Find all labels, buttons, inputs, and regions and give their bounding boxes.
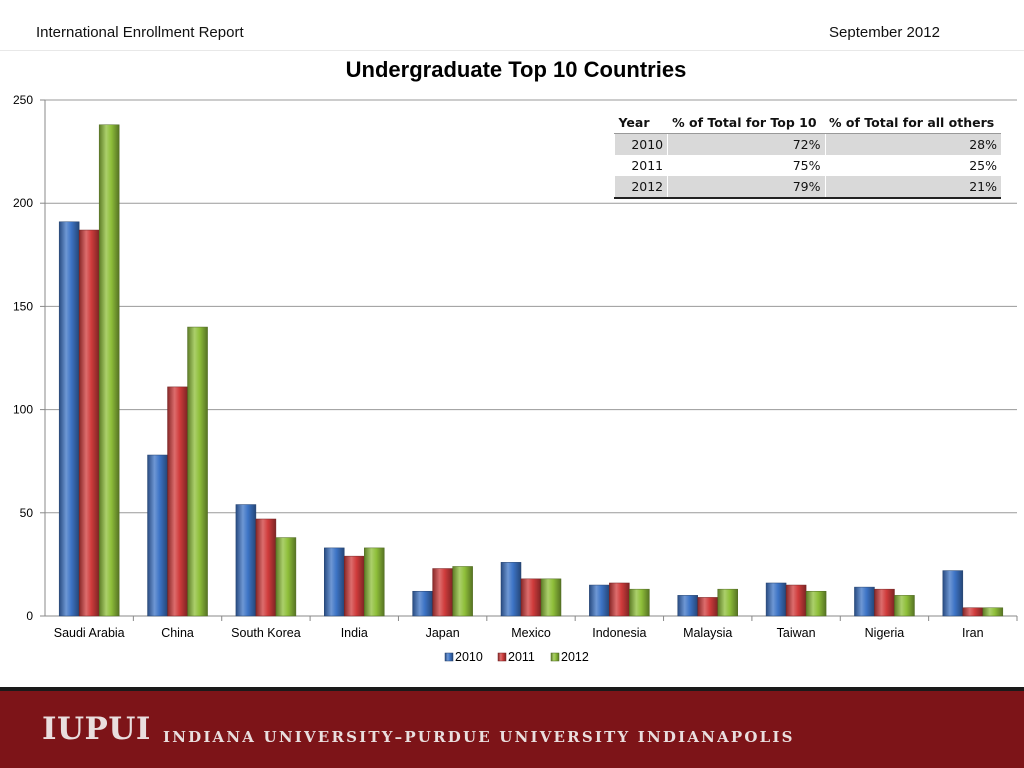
table-header-others: % of Total for all others — [825, 111, 1001, 134]
table-cell: 2012 — [613, 176, 668, 199]
legend-label-2012: 2012 — [561, 650, 589, 664]
table-cell: 28% — [824, 133, 1001, 155]
bar-2012 — [717, 588, 738, 617]
table-row: 2012 79% 21% — [613, 176, 1001, 199]
x-tick-label: Japan — [426, 626, 460, 640]
table-header-top10: % of Total for Top 10 — [667, 111, 826, 134]
y-tick-label: 0 — [26, 609, 33, 623]
bar-2012 — [805, 590, 827, 617]
bar-2011 — [78, 229, 100, 617]
bar-2012 — [452, 566, 473, 617]
bar-2012 — [982, 607, 1004, 617]
legend-label-2011: 2011 — [508, 650, 535, 664]
legend-swatch-2011 — [497, 652, 507, 662]
x-tick-label: Saudi Arabia — [54, 626, 125, 640]
table-cell: 75% — [667, 155, 826, 176]
x-tick-label: Iran — [962, 626, 984, 640]
x-tick-label: Nigeria — [865, 626, 905, 640]
footer-divider — [0, 687, 1024, 691]
bar-2012 — [894, 595, 915, 617]
x-tick-label: India — [341, 626, 368, 640]
bar-2012 — [187, 326, 208, 617]
table-cell: 2010 — [613, 133, 668, 155]
table-cell: 2011 — [613, 155, 668, 176]
report-title: International Enrollment Report — [36, 24, 244, 41]
table-cell: 72% — [667, 133, 826, 155]
bar-2010 — [677, 595, 698, 617]
x-tick-label: China — [161, 626, 194, 640]
bar-2010 — [765, 582, 787, 617]
report-date: September 2012 — [829, 24, 940, 41]
bar-chart: Undergraduate Top 10 Countries 0 50 100 150 2… — [13, 57, 1018, 664]
footer-banner: IUPUI INDIANA UNIVERSITY–PURDUE UNIVERSI… — [0, 691, 1024, 768]
iupui-logo: IUPUI — [42, 711, 151, 747]
bar-2011 — [609, 582, 630, 617]
bar-2012 — [629, 588, 650, 617]
bar-2011 — [697, 597, 718, 617]
chart-title: Undergraduate Top 10 Countries — [346, 57, 687, 82]
y-tick-label: 250 — [13, 93, 33, 107]
bar-2011 — [785, 584, 807, 617]
bar-2011 — [432, 568, 453, 617]
bar-2011 — [874, 588, 895, 617]
x-tick-label: Mexico — [511, 626, 551, 640]
bar-2010 — [412, 590, 433, 617]
bar-2010 — [58, 221, 80, 617]
table-row: 2010 72% 28% — [613, 133, 1001, 155]
table-cell: 79% — [667, 176, 826, 199]
legend-swatch-2012 — [550, 652, 560, 662]
university-name: INDIANA UNIVERSITY–PURDUE UNIVERSITY IND… — [163, 728, 795, 746]
bar-2011 — [255, 518, 277, 617]
table-header-year: Year — [614, 111, 668, 134]
bar-2010 — [854, 586, 875, 617]
bar-2010 — [589, 584, 610, 617]
legend-swatch-2010 — [444, 652, 454, 662]
table-cell: 21% — [824, 176, 1001, 199]
y-tick-label: 100 — [13, 403, 33, 417]
bar-2010 — [235, 504, 257, 617]
table-row: 2011 75% 25% — [613, 155, 1001, 176]
legend-label-2010: 2010 — [455, 650, 483, 664]
report-header: International Enrollment Report Septembe… — [0, 0, 1024, 51]
bar-2011 — [962, 607, 984, 617]
table-cell: 25% — [824, 155, 1001, 176]
y-tick-label: 50 — [20, 506, 34, 520]
bar-2011 — [167, 386, 188, 617]
bar-2011 — [344, 555, 365, 617]
bar-2012 — [98, 124, 120, 617]
x-tick-label: South Korea — [231, 626, 301, 640]
summary-table: Year % of Total for Top 10 % of Total fo… — [613, 111, 1001, 199]
x-tick-label: Malaysia — [683, 626, 732, 640]
bar-2011 — [520, 578, 542, 617]
bar-2010 — [500, 562, 522, 617]
table-header-row: Year % of Total for Top 10 % of Total fo… — [614, 111, 1001, 134]
bar-2010 — [324, 547, 345, 617]
x-tick-label: Indonesia — [592, 626, 646, 640]
y-tick-label: 200 — [13, 196, 33, 210]
bar-2010 — [942, 570, 964, 617]
bar-2012 — [364, 547, 385, 617]
bar-2010 — [147, 454, 168, 617]
y-tick-label: 150 — [13, 299, 33, 313]
bar-2012 — [540, 578, 562, 617]
bar-2012 — [275, 537, 297, 617]
x-tick-label: Taiwan — [777, 626, 816, 640]
